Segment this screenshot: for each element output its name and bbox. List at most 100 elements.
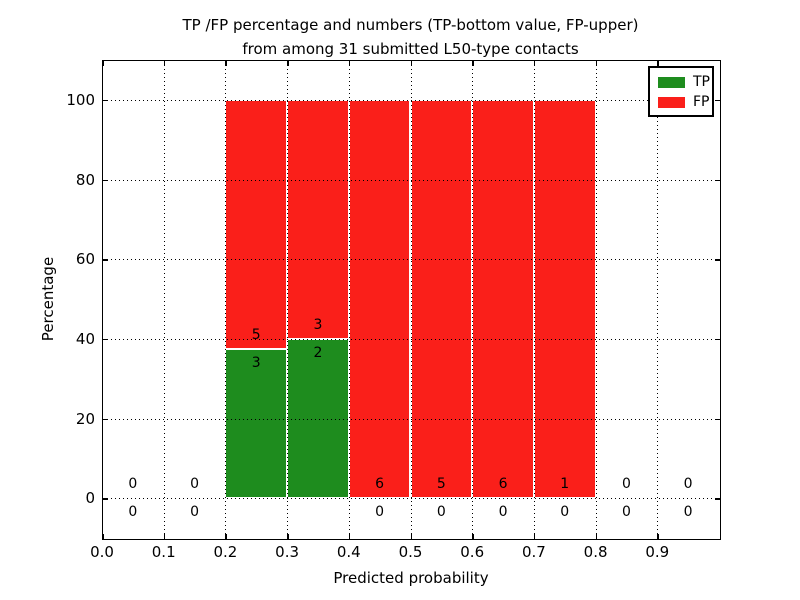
x-tick-mark <box>102 534 104 539</box>
fp-count-label: 1 <box>560 476 570 493</box>
tp-count-label: 0 <box>498 504 508 521</box>
tp-count-label: 0 <box>560 504 570 521</box>
horizontal-gridline <box>103 338 720 340</box>
x-axis-label: Predicted probability <box>333 569 489 587</box>
chart-title-line2: from among 31 submitted L50-type contact… <box>242 40 579 58</box>
legend-label-tp: TP <box>693 74 710 90</box>
fp-bar-segment <box>225 99 288 349</box>
tp-count-label: 0 <box>436 504 446 521</box>
x-tick-mark-top <box>533 61 536 66</box>
fp-bar-segment <box>410 99 473 499</box>
x-tick-mark-top <box>348 61 351 66</box>
y-tick-mark-right <box>715 259 720 261</box>
tp-count-label: 0 <box>128 504 138 521</box>
y-axis-label: Percentage <box>39 256 57 342</box>
chart-title-line1: TP /FP percentage and numbers (TP-bottom… <box>182 16 639 34</box>
vertical-gridline <box>287 61 289 539</box>
y-tick-mark <box>103 418 108 420</box>
fp-legend-swatch-icon <box>658 96 685 108</box>
legend-entry-fp: FP <box>650 92 712 112</box>
legend-label-fp: FP <box>693 94 710 110</box>
x-tick-label: 0.8 <box>583 543 608 561</box>
y-tick-label: 40 <box>75 329 95 348</box>
x-tick-label: 0.5 <box>398 543 423 561</box>
horizontal-gridline <box>103 179 720 181</box>
y-tick-mark-right <box>715 418 720 420</box>
tp-bar-segment <box>225 348 288 499</box>
vertical-gridline <box>472 61 474 539</box>
y-tick-mark-right <box>715 338 720 341</box>
fp-count-label: 6 <box>375 476 385 493</box>
x-tick-mark-top <box>595 61 598 66</box>
x-tick-mark-top <box>410 61 412 66</box>
tp-legend-swatch-icon <box>658 76 685 88</box>
tp-count-label: 0 <box>683 504 693 521</box>
x-tick-mark <box>225 534 227 539</box>
tp-count-label: 0 <box>621 504 631 521</box>
x-tick-mark-top <box>287 61 289 66</box>
x-tick-label: 0.6 <box>460 543 485 561</box>
x-tick-label: 0.7 <box>521 543 546 561</box>
y-tick-label: 60 <box>75 250 95 269</box>
x-tick-mark-top <box>102 61 104 66</box>
horizontal-gridline <box>103 259 720 261</box>
vertical-gridline <box>595 61 597 539</box>
vertical-gridline <box>657 61 659 539</box>
y-tick-mark <box>103 259 108 261</box>
y-tick-label: 0 <box>85 489 95 508</box>
y-tick-label: 100 <box>66 90 95 109</box>
vertical-gridline <box>410 61 412 539</box>
x-tick-mark-top <box>225 61 227 66</box>
y-tick-mark <box>103 179 108 181</box>
x-tick-mark <box>348 534 351 539</box>
x-tick-label: 0.1 <box>151 543 176 561</box>
y-tick-mark <box>103 338 108 341</box>
fp-count-label: 6 <box>498 476 508 493</box>
vertical-gridline <box>348 61 350 539</box>
x-tick-mark <box>533 534 536 539</box>
x-tick-mark-top <box>472 61 474 66</box>
y-tick-mark-right <box>715 498 720 500</box>
vertical-gridline <box>163 61 165 539</box>
fp-count-label: 5 <box>251 326 261 343</box>
y-tick-mark-right <box>715 99 720 102</box>
vertical-gridline <box>533 61 535 539</box>
x-tick-label: 0.3 <box>275 543 300 561</box>
x-tick-mark-top <box>657 61 659 66</box>
x-tick-mark-top <box>163 61 166 66</box>
fp-bar-segment <box>287 99 349 339</box>
fp-count-label: 0 <box>621 476 631 493</box>
x-tick-label: 0.4 <box>336 543 361 561</box>
legend: TP FP <box>648 66 714 117</box>
x-tick-label: 0.2 <box>213 543 238 561</box>
fp-count-label: 0 <box>190 476 200 493</box>
x-tick-label: 0.9 <box>645 543 670 561</box>
tp-count-label: 0 <box>190 504 200 521</box>
x-tick-mark <box>472 534 474 539</box>
fp-bar-segment <box>472 99 534 499</box>
fp-count-label: 3 <box>313 316 323 333</box>
fp-count-label: 5 <box>436 476 446 493</box>
y-tick-label: 80 <box>75 170 95 189</box>
tp-count-label: 0 <box>375 504 385 521</box>
x-tick-label: 0.0 <box>90 543 114 561</box>
horizontal-gridline <box>103 418 720 420</box>
fp-count-label: 0 <box>683 476 693 493</box>
horizontal-gridline <box>103 99 720 101</box>
legend-entry-tp: TP <box>650 72 712 92</box>
x-tick-mark <box>163 534 166 539</box>
x-tick-mark <box>410 534 412 539</box>
y-tick-mark <box>103 498 108 500</box>
y-tick-label: 20 <box>75 409 95 428</box>
y-tick-mark <box>103 99 108 102</box>
chart-title: TP /FP percentage and numbers (TP-bottom… <box>102 13 719 61</box>
fp-count-label: 0 <box>128 476 138 493</box>
tp-count-label: 3 <box>251 354 261 371</box>
horizontal-gridline <box>103 498 720 500</box>
tp-bar-segment <box>287 338 349 499</box>
tp-count-label: 2 <box>313 344 323 361</box>
x-tick-mark <box>595 534 598 539</box>
fp-bar-segment <box>348 99 411 499</box>
fp-bar-segment <box>533 99 596 499</box>
